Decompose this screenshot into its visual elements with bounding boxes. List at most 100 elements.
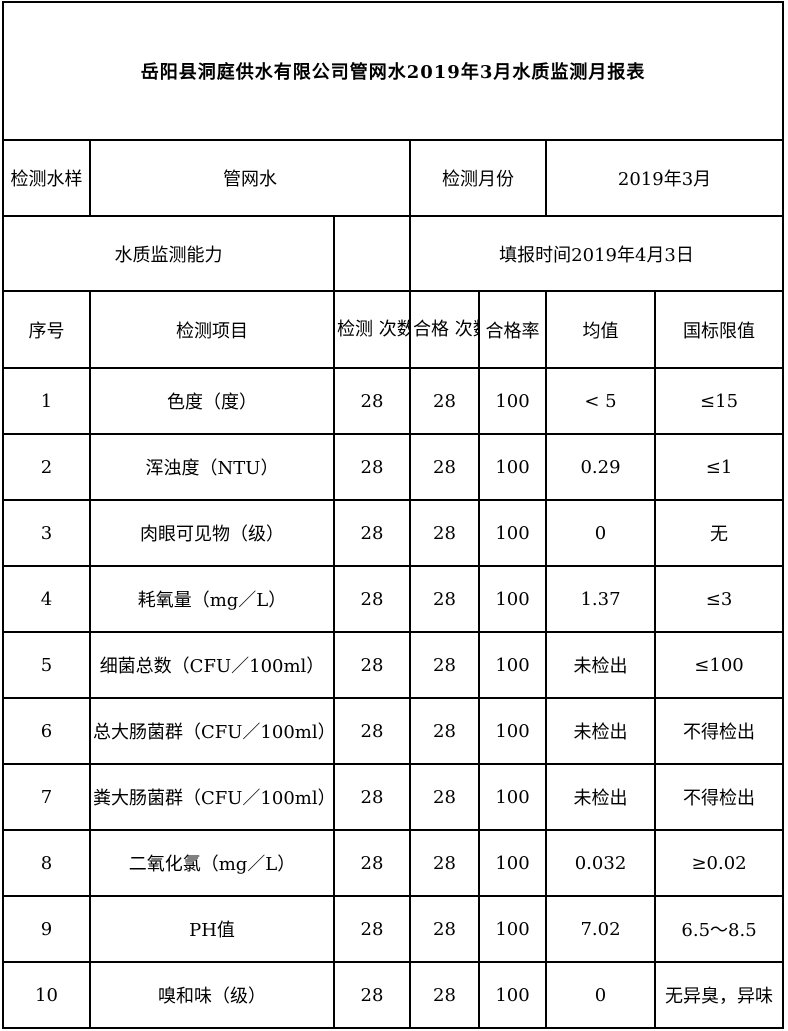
- pass-count-cell: 28: [409, 499, 480, 567]
- month-label-cell: 检测月份: [409, 139, 547, 217]
- limit-cell: 6.5～8.5: [653, 895, 785, 963]
- seq-cell: 7: [2, 763, 91, 831]
- table-row: 5 细菌总数（CFU／100ml） 28 28 100 未检出 ≤100: [2, 631, 785, 699]
- pass-count-cell: 28: [409, 367, 480, 435]
- seq-cell: 3: [2, 499, 91, 567]
- pass-rate-cell: 100: [478, 895, 547, 963]
- pass-rate-cell: 100: [478, 433, 547, 501]
- test-count-cell: 28: [333, 433, 411, 501]
- report-title: 岳阳县洞庭供水有限公司管网水2019年3月水质监测月报表: [1, 1, 785, 141]
- limit-cell: 不得检出: [653, 763, 785, 831]
- table-row: 6 总大肠菌群（CFU／100ml） 28 28 100 未检出 不得检出: [2, 697, 785, 765]
- test-count-cell: 28: [333, 961, 411, 1029]
- month-value-cell: 2019年3月: [544, 139, 785, 217]
- sample-value-cell: 管网水: [89, 139, 411, 217]
- pass-rate-cell: 100: [478, 697, 547, 765]
- mean-cell: 7.02: [545, 895, 656, 963]
- pass-rate-cell: 100: [478, 961, 547, 1029]
- seq-cell: 4: [2, 565, 91, 633]
- item-cell: 肉眼可见物（级）: [89, 499, 335, 567]
- item-cell: 浑浊度（NTU）: [89, 433, 335, 501]
- title-row: 岳阳县洞庭供水有限公司管网水2019年3月水质监测月报表: [1, 1, 785, 141]
- limit-cell: ≤15: [653, 367, 785, 435]
- header-mean: 均值: [545, 290, 656, 369]
- header-limit: 国标限值: [653, 290, 785, 369]
- column-header-row: 序号 检测项目 检测 次数 合格 次数 合格率 均值 国标限值: [2, 290, 785, 369]
- pass-count-cell: 28: [409, 961, 480, 1029]
- limit-cell: 不得检出: [653, 697, 785, 765]
- table-row: 4 耗氧量（mg／L） 28 28 100 1.37 ≤3: [2, 565, 785, 633]
- pass-rate-cell: 100: [478, 367, 547, 435]
- mean-cell: 0.29: [545, 433, 656, 501]
- table-row: 2 浑浊度（NTU） 28 28 100 0.29 ≤1: [2, 433, 785, 501]
- seq-cell: 6: [2, 697, 91, 765]
- test-count-cell: 28: [333, 367, 411, 435]
- item-cell: 总大肠菌群（CFU／100ml）: [89, 697, 335, 765]
- mean-cell: 0: [545, 961, 656, 1029]
- item-cell: PH值: [89, 895, 335, 963]
- pass-count-cell: 28: [409, 895, 480, 963]
- mean-cell: 未检出: [545, 763, 656, 831]
- item-cell: 色度（度）: [89, 367, 335, 435]
- header-item: 检测项目: [89, 290, 335, 369]
- item-cell: 耗氧量（mg／L）: [89, 565, 335, 633]
- pass-count-cell: 28: [409, 829, 480, 897]
- seq-cell: 1: [2, 367, 91, 435]
- mean-cell: 未检出: [545, 631, 656, 699]
- table-row: 1 色度（度） 28 28 100 < 5 ≤15: [2, 367, 785, 435]
- limit-cell: ≤1: [653, 433, 785, 501]
- mean-cell: < 5: [545, 367, 656, 435]
- mean-cell: 0: [545, 499, 656, 567]
- limit-cell: ≤3: [653, 565, 785, 633]
- item-cell: 细菌总数（CFU／100ml）: [89, 631, 335, 699]
- limit-cell: ≥0.02: [653, 829, 785, 897]
- test-count-cell: 28: [333, 499, 411, 567]
- mean-cell: 未检出: [545, 697, 656, 765]
- test-count-cell: 28: [333, 631, 411, 699]
- table-row: 8 二氧化氯（mg／L） 28 28 100 0.032 ≥0.02: [2, 829, 785, 897]
- capability-filldate-row: 水质监测能力 填报时间2019年4月3日: [2, 215, 785, 292]
- item-cell: 粪大肠菌群（CFU／100ml）: [89, 763, 335, 831]
- pass-rate-cell: 100: [478, 565, 547, 633]
- table-row: 9 PH值 28 28 100 7.02 6.5～8.5: [2, 895, 785, 963]
- seq-cell: 10: [2, 961, 91, 1029]
- pass-count-cell: 28: [409, 565, 480, 633]
- limit-cell: 无: [653, 499, 785, 567]
- pass-count-cell: 28: [409, 763, 480, 831]
- header-pass-rate: 合格率: [478, 290, 547, 369]
- table-row: 3 肉眼可见物（级） 28 28 100 0 无: [2, 499, 785, 567]
- pass-rate-cell: 100: [478, 499, 547, 567]
- seq-cell: 2: [2, 433, 91, 501]
- capability-label-cell: 水质监测能力: [2, 215, 335, 292]
- mean-cell: 0.032: [545, 829, 656, 897]
- seq-cell: 5: [2, 631, 91, 699]
- test-count-cell: 28: [333, 697, 411, 765]
- header-test-count: 检测 次数: [333, 290, 411, 369]
- pass-count-cell: 28: [409, 433, 480, 501]
- test-count-cell: 28: [333, 763, 411, 831]
- table-row: 10 嗅和味（级） 28 28 100 0 无异臭，异味: [2, 961, 785, 1029]
- limit-cell: 无异臭，异味: [653, 961, 785, 1029]
- seq-cell: 8: [2, 829, 91, 897]
- sample-label-cell: 检测水样: [2, 139, 91, 217]
- item-cell: 二氧化氯（mg／L）: [89, 829, 335, 897]
- pass-rate-cell: 100: [478, 763, 547, 831]
- test-count-cell: 28: [333, 829, 411, 897]
- limit-cell: ≤100: [653, 631, 785, 699]
- fill-date-cell: 填报时间2019年4月3日: [408, 215, 785, 292]
- test-count-cell: 28: [333, 565, 411, 633]
- item-cell: 嗅和味（级）: [89, 961, 335, 1029]
- sample-month-row: 检测水样 管网水 检测月份 2019年3月: [2, 139, 785, 217]
- table-row: 7 粪大肠菌群（CFU／100ml） 28 28 100 未检出 不得检出: [2, 763, 785, 831]
- pass-rate-cell: 100: [478, 631, 547, 699]
- mean-cell: 1.37: [545, 565, 656, 633]
- header-seq: 序号: [2, 290, 91, 369]
- seq-cell: 9: [2, 895, 91, 963]
- test-count-cell: 28: [333, 895, 411, 963]
- pass-count-cell: 28: [409, 631, 480, 699]
- pass-count-cell: 28: [409, 697, 480, 765]
- pass-rate-cell: 100: [478, 829, 547, 897]
- header-pass-count: 合格 次数: [409, 290, 480, 369]
- capability-spacer-cell: [333, 215, 411, 292]
